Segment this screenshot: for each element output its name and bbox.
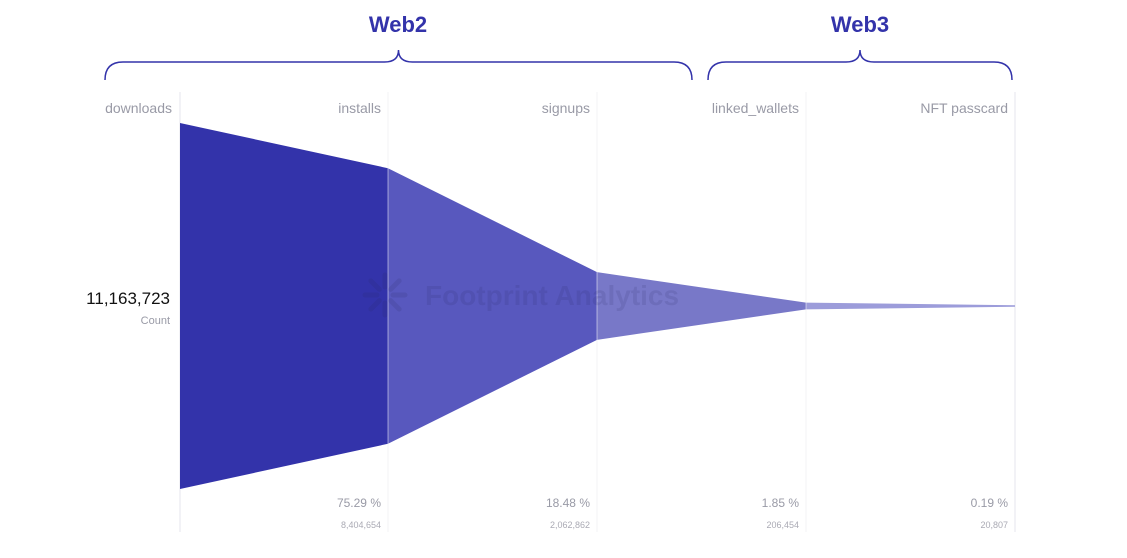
total-count: 11,163,723 xyxy=(86,289,170,308)
step-label-linked-wallets: linked_wallets xyxy=(711,100,799,116)
step-label-signups: signups xyxy=(541,100,590,116)
percent-linked-wallets: 1.85 % xyxy=(761,496,799,510)
funnel-segment-installs[interactable] xyxy=(388,168,597,444)
step-label-nft-passcard: NFT passcard xyxy=(920,100,1008,116)
percent-signups: 18.48 % xyxy=(545,496,590,510)
group-label-web3: Web3 xyxy=(830,12,890,37)
percent-installs: 75.29 % xyxy=(336,496,381,510)
brace-web2 xyxy=(104,49,693,81)
brace-web3 xyxy=(707,49,1013,81)
watermark: Footprint Analytics xyxy=(425,280,680,311)
funnel-segment-signups[interactable] xyxy=(597,272,806,340)
funnel-segment-linked_wallets[interactable] xyxy=(806,302,1015,310)
count-installs: 8,404,654 xyxy=(340,520,381,530)
count-nft-passcard: 20,807 xyxy=(980,520,1008,530)
total-caption: Count xyxy=(140,315,170,327)
group-label-web2: Web2 xyxy=(368,12,428,37)
count-signups: 2,062,862 xyxy=(549,520,590,530)
watermark-logo-icon xyxy=(362,272,408,318)
count-linked-wallets: 206,454 xyxy=(766,520,799,530)
step-label-installs: installs xyxy=(338,100,381,116)
step-label-downloads: downloads xyxy=(105,100,172,116)
percent-nft-passcard: 0.19 % xyxy=(970,496,1008,510)
funnel-segment-downloads[interactable] xyxy=(180,123,388,489)
